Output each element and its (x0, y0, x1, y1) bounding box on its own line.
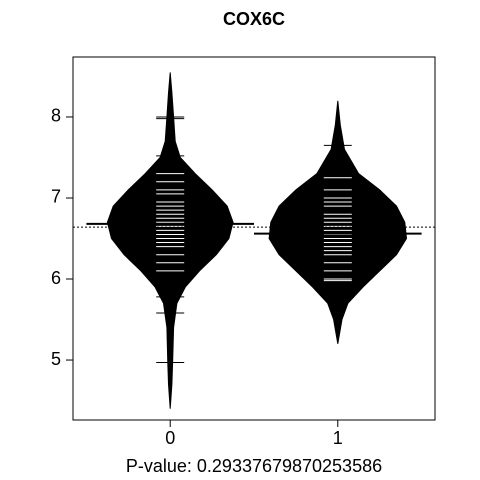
y-tick-label: 5 (51, 349, 61, 369)
x-tick-label: 0 (165, 428, 175, 448)
y-tick-label: 7 (51, 187, 61, 207)
bean (106, 72, 234, 409)
x-tick-label: 1 (333, 428, 343, 448)
y-tick-label: 8 (51, 106, 61, 126)
chart-title: COX6C (223, 9, 285, 29)
y-tick-label: 6 (51, 268, 61, 288)
x-axis-label: P-value: 0.29337679870253586 (126, 456, 382, 476)
plot-frame (72, 56, 436, 421)
